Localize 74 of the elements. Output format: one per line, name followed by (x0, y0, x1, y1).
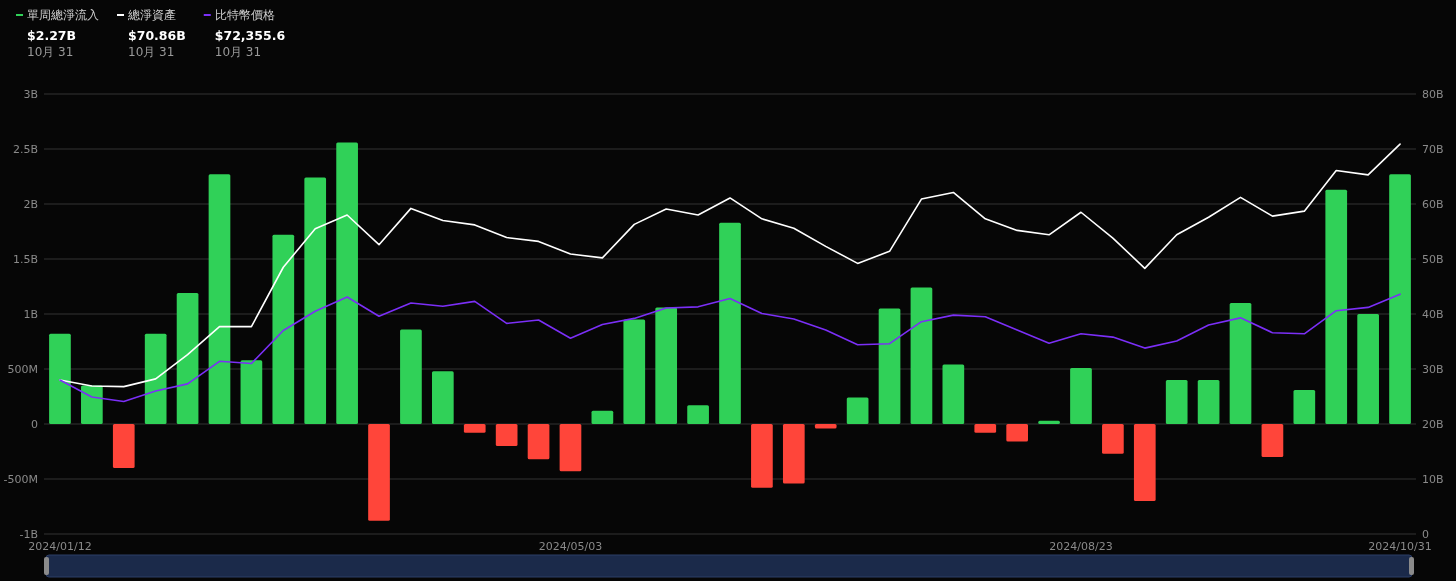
bar (719, 222, 741, 424)
y-tick-label: 3B (23, 88, 38, 101)
text: 10月 31 (214, 45, 262, 59)
bar (974, 424, 997, 433)
legend-label: 總淨資產 (127, 8, 176, 22)
text: 10月 31 (27, 45, 74, 59)
bar (431, 371, 454, 424)
bar (814, 424, 837, 429)
bar (846, 397, 869, 424)
bar (1389, 174, 1411, 424)
y-tick-label: 500M (7, 363, 38, 376)
bar (208, 174, 231, 424)
bar (1038, 420, 1060, 424)
bar (910, 287, 933, 424)
y-tick-label: 0 (31, 418, 38, 431)
bar (400, 329, 422, 424)
y2-tick-label: 20B (1422, 418, 1444, 431)
bar (623, 319, 646, 424)
bar (463, 424, 486, 433)
text: 10月 31 (128, 45, 175, 59)
x-tick-label: 2024/01/12 (28, 540, 92, 553)
y2-tick-label: 80B (1422, 88, 1444, 101)
y2-tick-label: 60B (1422, 198, 1444, 211)
legend-label: 比特幣價格 (214, 8, 275, 22)
x-tick-label: 2024/08/23 (1049, 540, 1113, 553)
y-tick-label: 1B (23, 308, 38, 321)
bar (655, 307, 678, 424)
bar (304, 177, 327, 424)
text: $72,355.6 (214, 28, 286, 43)
x-tick-label: 2024/10/31 (1368, 540, 1432, 553)
text: $2.27B (27, 28, 77, 43)
bar (782, 424, 805, 484)
legend-label: 單周總淨流入 (27, 8, 99, 22)
y2-tick-label: 0 (1422, 528, 1429, 541)
bar (687, 405, 709, 424)
bar (176, 293, 199, 424)
bar (495, 424, 518, 446)
bar (878, 308, 901, 424)
y-tick-label: -500M (3, 473, 38, 486)
y2-tick-label: 40B (1422, 308, 1444, 321)
bar (1165, 380, 1188, 424)
bar (942, 364, 965, 424)
bar (1293, 389, 1316, 424)
y-tick-label: 2.5B (12, 143, 38, 156)
bar (144, 333, 167, 424)
bar (527, 424, 550, 460)
bar (272, 234, 295, 424)
text: $70.86B (128, 28, 186, 43)
bar (751, 424, 773, 488)
bar (1070, 367, 1092, 424)
y2-tick-label: 50B (1422, 253, 1444, 266)
bar (1261, 424, 1284, 457)
bar (1006, 424, 1029, 442)
bar (112, 424, 135, 468)
y-tick-label: 1.5B (12, 253, 38, 266)
y-tick-label: 2B (23, 198, 38, 211)
bar (559, 424, 582, 472)
bar (336, 142, 358, 424)
bar (81, 385, 103, 424)
bar (49, 333, 71, 424)
y2-tick-label: 70B (1422, 143, 1444, 156)
bar (1197, 380, 1220, 424)
bar (1102, 424, 1124, 454)
x-tick-label: 2024/05/03 (538, 540, 603, 553)
bar (368, 424, 390, 521)
y2-tick-label: 10B (1422, 473, 1444, 486)
bar (591, 410, 614, 424)
bar (1133, 424, 1156, 501)
bar (1325, 189, 1348, 424)
y2-tick-label: 30B (1422, 363, 1444, 376)
y-tick-label: -1B (19, 528, 38, 541)
bar (1357, 314, 1379, 424)
bar (1229, 303, 1252, 424)
bar (240, 360, 263, 424)
